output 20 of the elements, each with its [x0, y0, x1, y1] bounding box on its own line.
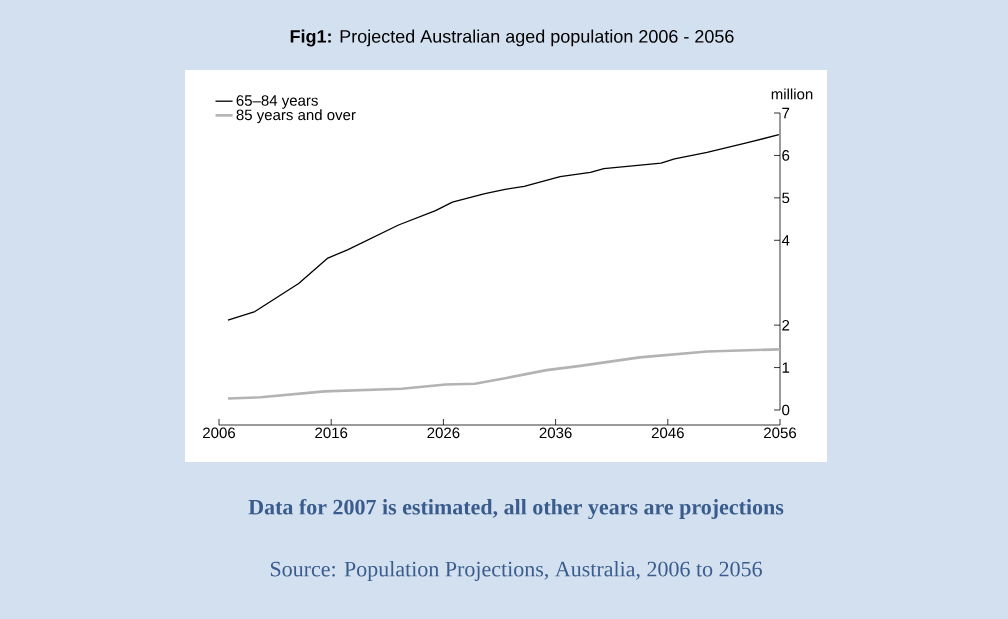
x-tick-label: 2046	[651, 427, 684, 439]
y-tick-label: 0	[782, 404, 790, 416]
x-tick-label: 2016	[315, 427, 348, 439]
chart-title: Fig1: Projected Australian aged population 2006 - 2056	[290, 29, 734, 47]
x-tick-label: 2006	[203, 427, 236, 439]
y-tick-label: 5	[782, 192, 790, 204]
x-tick-label: 2056	[764, 427, 797, 439]
source-note: Source: Population Projections, Australia, 2006 to 2056	[270, 561, 762, 581]
x-tick-label: 2036	[539, 427, 572, 439]
y-tick-label: 1	[782, 362, 790, 373]
line-series	[226, 348, 782, 400]
text: Data for 2007 is estimated, all other years are projections	[248, 498, 784, 520]
y-tick-label: 4	[781, 235, 790, 246]
x-tick-label: 2026	[427, 427, 460, 439]
legend-label: 85 years and over	[236, 109, 356, 124]
y-tick-label: 7	[782, 107, 790, 119]
legend-label: 65–84 years	[236, 95, 318, 109]
y-axis-title: million	[771, 88, 813, 100]
y-tick-label: 2	[782, 319, 790, 331]
y-tick-label: 6	[782, 150, 790, 161]
